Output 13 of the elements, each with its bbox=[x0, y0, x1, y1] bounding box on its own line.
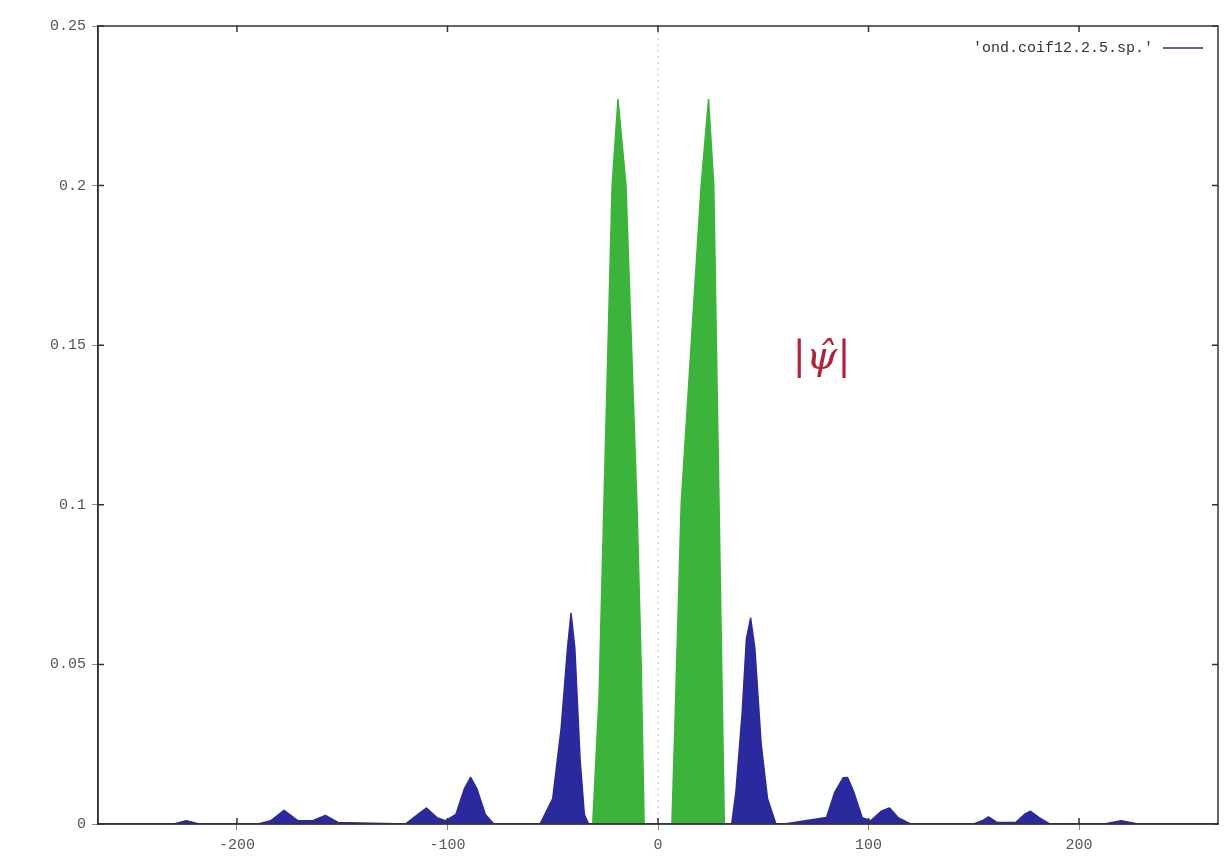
annotation: |ψ̂| bbox=[792, 332, 851, 379]
y-tick-label: 0.15 bbox=[49, 337, 86, 355]
y-tick-label: 0.1 bbox=[58, 496, 86, 514]
x-tick-label: 100 bbox=[855, 836, 883, 854]
x-tick-label: 0 bbox=[653, 836, 663, 854]
y-tick-label: 0.25 bbox=[49, 17, 86, 35]
x-tick-label: -100 bbox=[429, 836, 466, 854]
x-tick-label: 200 bbox=[1065, 836, 1093, 854]
y-tick-label: 0.2 bbox=[58, 177, 86, 195]
y-tick-label: 0.05 bbox=[49, 656, 86, 674]
legend-label: 'ond.coif12.2.5.sp.' bbox=[972, 39, 1153, 57]
x-tick-label: -200 bbox=[218, 836, 255, 854]
y-tick-label: 0 bbox=[76, 815, 86, 833]
